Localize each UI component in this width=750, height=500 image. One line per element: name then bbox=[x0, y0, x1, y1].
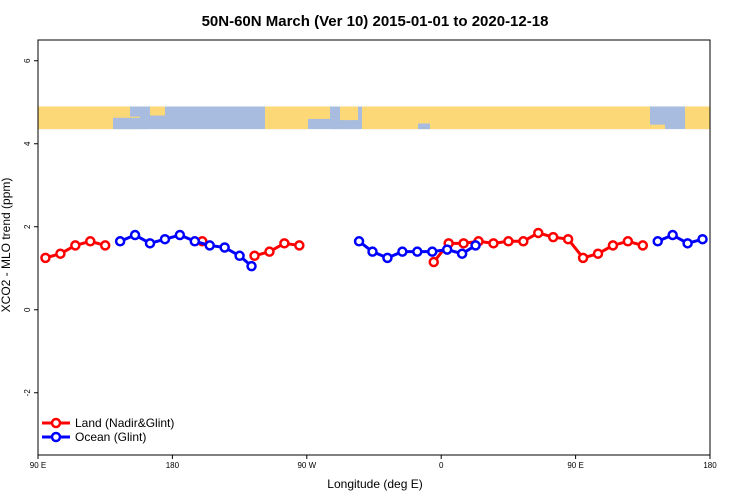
y-axis: -2 0 2 4 6 bbox=[23, 58, 38, 396]
y-tick-label: -2 bbox=[23, 389, 32, 397]
data-point bbox=[397, 246, 408, 257]
data-point bbox=[547, 231, 559, 243]
data-point bbox=[622, 236, 634, 247]
data-point bbox=[382, 252, 393, 264]
data-point bbox=[412, 246, 423, 257]
data-point bbox=[426, 246, 438, 257]
map-land-block bbox=[362, 106, 650, 130]
data-point bbox=[503, 236, 514, 247]
data-point bbox=[441, 244, 453, 255]
data-point bbox=[456, 248, 468, 259]
data-point bbox=[428, 256, 439, 268]
data-point bbox=[40, 252, 51, 264]
data-point bbox=[85, 236, 96, 247]
data-point bbox=[159, 233, 171, 245]
legend-land-label: Land (Nadir&Glint) bbox=[75, 416, 174, 430]
data-point bbox=[697, 233, 708, 245]
map-land-block bbox=[340, 106, 358, 121]
map-land-block bbox=[685, 106, 710, 130]
data-point bbox=[667, 229, 678, 241]
data-point bbox=[458, 238, 469, 249]
data-point bbox=[592, 248, 604, 259]
x-axis-label: Longitude (deg E) bbox=[327, 477, 422, 491]
map-land-block bbox=[110, 106, 130, 117]
data-point bbox=[55, 248, 66, 259]
data-point bbox=[682, 238, 693, 249]
y-tick-label: 6 bbox=[23, 58, 32, 63]
data-point bbox=[234, 250, 245, 262]
x-tick-label: 0 bbox=[439, 461, 444, 470]
series-layer bbox=[40, 227, 708, 272]
map-sea-block bbox=[330, 122, 360, 130]
series-line bbox=[657, 233, 703, 245]
series-line bbox=[254, 241, 300, 258]
legend: Land (Nadir&Glint) Ocean (Glint) bbox=[42, 416, 174, 444]
data-point bbox=[533, 227, 544, 239]
data-point bbox=[488, 238, 499, 249]
map-land-block bbox=[150, 106, 165, 116]
data-point bbox=[637, 240, 649, 251]
x-tick-label: 90 E bbox=[567, 461, 583, 470]
y-tick-label: 2 bbox=[23, 224, 32, 229]
data-point bbox=[204, 240, 215, 251]
data-point bbox=[562, 233, 574, 245]
data-point bbox=[249, 250, 260, 262]
x-tick-label: 180 bbox=[166, 461, 180, 470]
series-ocean bbox=[114, 229, 708, 272]
data-point bbox=[129, 229, 141, 241]
data-point bbox=[114, 236, 126, 247]
data-point bbox=[144, 238, 156, 249]
y-axis-label: XCO2 - MLO trend (ppm) bbox=[0, 178, 13, 313]
map-land-block bbox=[38, 106, 110, 130]
legend-ocean-marker bbox=[50, 431, 62, 443]
map-sea-block bbox=[418, 123, 430, 130]
data-point bbox=[652, 236, 663, 247]
x-tick-label: 180 bbox=[703, 461, 717, 470]
y-tick-label: 0 bbox=[23, 307, 32, 312]
data-point bbox=[279, 238, 290, 249]
map-land-block bbox=[308, 106, 330, 119]
chart-title: 50N-60N March (Ver 10) 2015-01-01 to 202… bbox=[202, 13, 549, 30]
data-point bbox=[577, 252, 589, 264]
data-point bbox=[189, 236, 201, 247]
legend-ocean-label: Ocean (Glint) bbox=[75, 430, 146, 444]
map-strip-land bbox=[38, 106, 710, 130]
data-point bbox=[219, 242, 230, 253]
data-point bbox=[607, 240, 619, 251]
map-sea-block bbox=[113, 117, 150, 130]
legend-land-marker bbox=[50, 417, 62, 429]
data-point bbox=[99, 240, 111, 251]
map-sea-block bbox=[650, 106, 685, 125]
data-point bbox=[70, 240, 81, 251]
data-point bbox=[518, 236, 529, 247]
series-line bbox=[119, 233, 253, 268]
y-tick-label: 4 bbox=[23, 141, 32, 146]
data-point bbox=[174, 229, 186, 241]
data-point bbox=[367, 246, 378, 257]
plot-frame bbox=[37, 39, 711, 456]
map-land-block bbox=[265, 106, 308, 130]
x-tick-label: 90 W bbox=[297, 461, 316, 470]
data-point bbox=[246, 260, 257, 272]
x-axis: 90 E 180 90 W 0 90 E 180 bbox=[30, 455, 717, 470]
data-point bbox=[294, 240, 305, 251]
world-map-strip bbox=[38, 106, 710, 130]
data-point bbox=[353, 236, 365, 247]
x-tick-label: 90 E bbox=[30, 461, 46, 470]
data-point bbox=[264, 246, 275, 257]
data-point bbox=[470, 240, 481, 251]
